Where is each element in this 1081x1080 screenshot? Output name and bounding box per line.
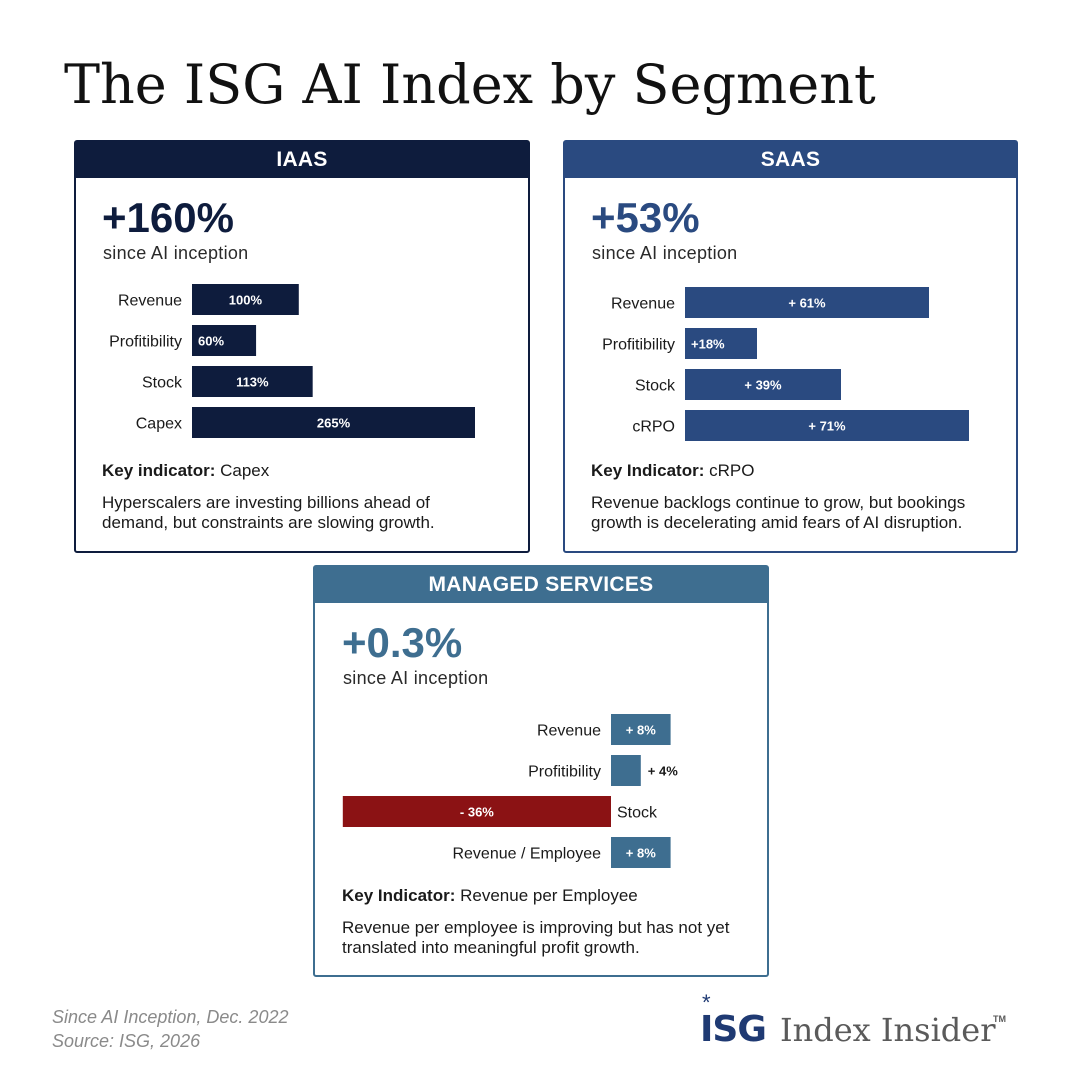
managed-headline: +0.3% <box>342 619 463 666</box>
managed-key-label: Key Indicator: <box>342 886 456 905</box>
saas-value-label-2: + 39% <box>744 378 782 393</box>
managed-bar-3 <box>611 837 671 868</box>
iaas-category-label-3: Capex <box>136 416 182 433</box>
managed-value-label-3: + 8% <box>626 846 656 861</box>
managed-value-label-2: - 36% <box>460 805 494 820</box>
managed-category-label-3: Revenue / Employee <box>452 846 601 863</box>
iaas-key-label: Key indicator: <box>102 461 216 480</box>
logo-star-icon: * <box>702 990 711 1015</box>
saas-header: SAAS <box>565 142 1016 178</box>
iaas-bar-3 <box>192 407 475 438</box>
footnote-source: Source: ISG, 2026 <box>52 1031 201 1051</box>
logo-trademark: TM <box>993 1014 1006 1024</box>
saas-bar-2 <box>685 369 841 400</box>
iaas-bar-2 <box>192 366 313 397</box>
managed-card: MANAGED SERVICES +0.3% since AI inceptio… <box>313 565 769 977</box>
iaas-value-label-1: 60% <box>198 334 224 349</box>
page-title: The ISG AI Index by Segment <box>64 53 876 116</box>
iaas-value-label-2: 113% <box>236 375 269 390</box>
saas-category-label-2: Stock <box>635 378 676 395</box>
iaas-chart-svg: Revenue 100% Profitibility 60% Stock 113% Cape… <box>109 284 475 438</box>
isg-index-insider-logo: * ISG Index Insider TM <box>700 992 1020 1056</box>
iaas-chart: Revenue 100% Profitibility 60% Stock 113% Cape… <box>76 272 532 442</box>
logo-isg: ISG <box>700 1009 767 1050</box>
iaas-description: Hyperscalers are investing billions ahea… <box>102 493 435 532</box>
saas-bar-3 <box>685 410 969 441</box>
iaas-category-label-1: Profitibility <box>109 334 182 351</box>
managed-chart: Revenue + 8% Profitibility + 4% Stock - 36% Re… <box>25 707 771 877</box>
iaas-value-label-3: 265% <box>317 416 351 431</box>
saas-value-label-0: + 61% <box>788 296 826 311</box>
managed-key-indicator: Key Indicator: Revenue per Employee <box>342 885 638 907</box>
saas-key-value: cRPO <box>709 461 755 480</box>
managed-description: Revenue per employee is improving but ha… <box>342 918 730 957</box>
saas-value-label-3: + 71% <box>808 419 846 434</box>
iaas-subheadline: since AI inception <box>103 243 249 263</box>
saas-category-label-0: Revenue <box>611 296 675 313</box>
iaas-category-label-2: Stock <box>142 375 183 392</box>
managed-bar-0 <box>611 714 671 745</box>
saas-chart: Revenue + 61% Profitibility +18% Stock + 39% c… <box>565 282 1020 452</box>
iaas-value-label-0: 100% <box>229 293 263 308</box>
managed-chart-svg: Revenue + 8% Profitibility + 4% Stock - 36% Re… <box>342 714 678 868</box>
managed-category-label-0: Revenue <box>537 723 601 740</box>
iaas-bar-0 <box>192 284 299 315</box>
saas-category-label-3: cRPO <box>632 419 675 436</box>
logo-product: Index Insider <box>780 1011 996 1049</box>
saas-bar-1 <box>685 328 757 359</box>
saas-bar-0 <box>685 287 929 318</box>
saas-card: SAAS +53% since AI inception Revenue + 61… <box>563 140 1018 553</box>
managed-category-label-2: Stock <box>617 805 658 822</box>
managed-value-label-0: + 8% <box>626 723 656 738</box>
managed-bar-1 <box>611 755 641 786</box>
footnote-inception: Since AI Inception, Dec. 2022 <box>52 1007 289 1027</box>
saas-headline: +53% <box>591 194 700 241</box>
iaas-header: IAAS <box>76 142 528 178</box>
footnote: Since AI Inception, Dec. 2022 Source: IS… <box>52 1005 288 1053</box>
saas-key-label: Key Indicator: <box>591 461 705 480</box>
managed-header: MANAGED SERVICES <box>315 567 767 603</box>
managed-category-label-1: Profitibility <box>528 764 601 781</box>
saas-subheadline: since AI inception <box>592 243 738 263</box>
iaas-category-label-0: Revenue <box>118 293 182 310</box>
iaas-key-indicator: Key indicator: Capex <box>102 460 269 482</box>
saas-key-indicator: Key Indicator: cRPO <box>591 460 754 482</box>
iaas-card: IAAS +160% since AI inception Revenue 100… <box>74 140 530 553</box>
iaas-headline: +160% <box>102 194 234 241</box>
saas-value-label-1: +18% <box>691 337 725 352</box>
iaas-bar-1 <box>192 325 257 356</box>
saas-chart-svg: Revenue + 61% Profitibility +18% Stock + 39% c… <box>602 287 969 441</box>
iaas-key-value: Capex <box>220 461 270 480</box>
saas-category-label-1: Profitibility <box>602 337 675 354</box>
managed-subheadline: since AI inception <box>343 668 489 688</box>
saas-description: Revenue backlogs continue to grow, but b… <box>591 493 966 532</box>
managed-bar-2 <box>342 796 611 827</box>
managed-value-label-1: + 4% <box>648 764 678 779</box>
managed-key-value: Revenue per Employee <box>460 886 638 905</box>
